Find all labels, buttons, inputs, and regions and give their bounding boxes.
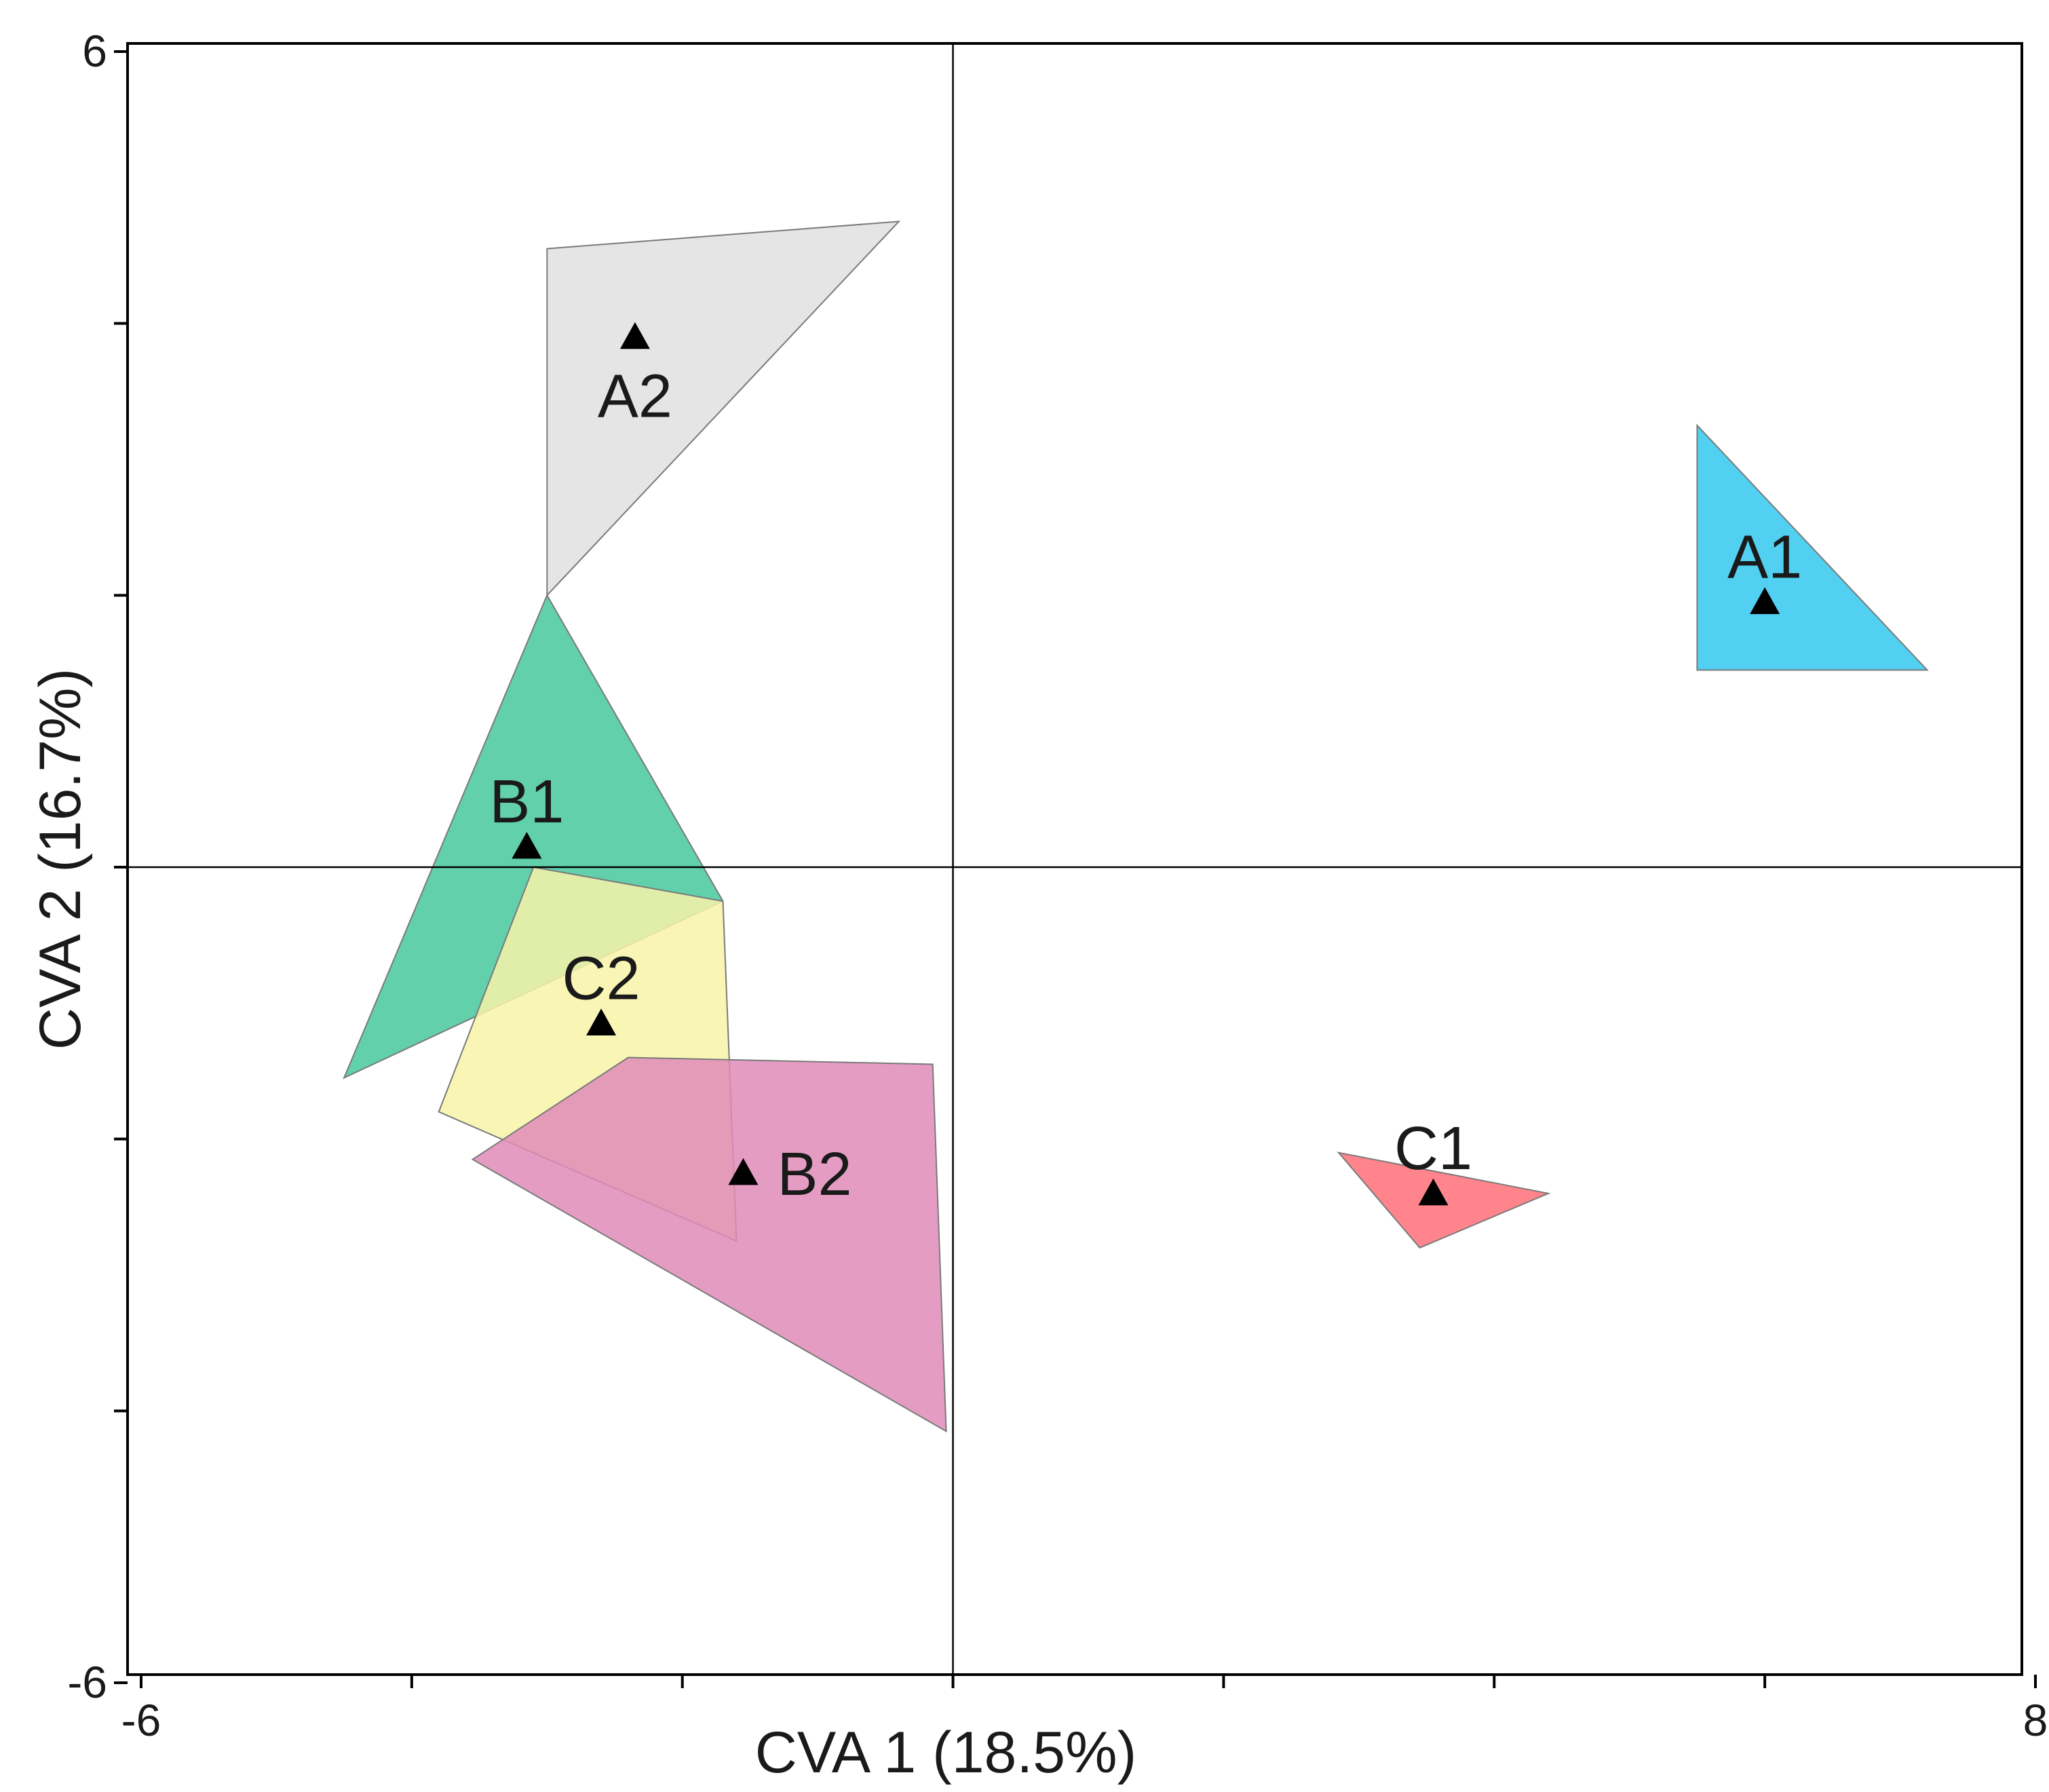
centroid-c2 (586, 1008, 617, 1035)
x-axis-title: CVA 1 (18.5%) (755, 1720, 1136, 1785)
group-label-b2: B2 (777, 1141, 851, 1208)
centroid-a1 (1750, 587, 1780, 614)
labels-layer: A2 B1 C2 B2 A1 C1 (489, 363, 1802, 1208)
plot-frame (126, 42, 2023, 1676)
centroid-c1 (1418, 1178, 1449, 1206)
ticks-layer (114, 50, 2037, 1688)
hulls-layer (343, 221, 1929, 1433)
zero-lines-layer (128, 43, 2022, 1675)
x-tick-label-min: -6 (121, 1695, 161, 1745)
group-label-a2: A2 (598, 363, 672, 431)
centroid-b2 (728, 1158, 759, 1185)
centroid-b1 (512, 831, 542, 859)
hull-b2 (471, 1056, 947, 1433)
centroids-layer (512, 322, 1780, 1206)
group-label-b1: B1 (489, 768, 564, 836)
group-label-c1: C1 (1394, 1115, 1472, 1183)
y-tick-label-min: -6 (67, 1657, 107, 1707)
hull-a2 (546, 221, 901, 597)
y-axis-title: CVA 2 (16.7%) (28, 668, 93, 1050)
centroid-a2 (619, 322, 650, 349)
y-tick-label-max: 6 (82, 26, 107, 76)
group-label-c2: C2 (562, 945, 640, 1012)
x-tick-label-max: 8 (2023, 1695, 2048, 1745)
group-label-a1: A1 (1727, 523, 1802, 591)
